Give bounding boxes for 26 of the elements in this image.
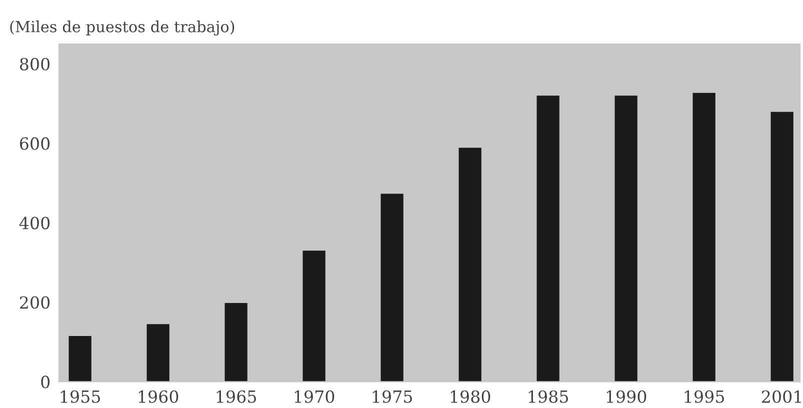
- bar: [68, 336, 92, 382]
- x-tick-label: 1995: [684, 390, 724, 403]
- bar: [770, 112, 794, 382]
- y-tick-label: 600: [20, 137, 50, 150]
- x-tick-label: 1990: [606, 390, 646, 403]
- x-tick-label: 1960: [138, 390, 178, 403]
- x-tick-label: 2001: [762, 390, 801, 403]
- y-tick-label: 200: [20, 296, 50, 309]
- x-tick-label: 1955: [60, 390, 100, 403]
- bar: [458, 148, 482, 382]
- y-axis-title: (Miles de puestos de trabajo): [10, 20, 234, 36]
- x-tick-label: 1965: [216, 390, 256, 403]
- bar: [146, 324, 170, 382]
- x-tick-label: 1980: [450, 390, 490, 403]
- bar: [302, 250, 326, 382]
- bar: [224, 303, 248, 382]
- y-tick-label: 0: [41, 376, 50, 388]
- x-tick-label: 1985: [528, 390, 568, 403]
- y-tick-label: 400: [19, 216, 50, 230]
- bar: [536, 96, 560, 382]
- y-tick-label: 800: [20, 58, 50, 70]
- bar: [692, 92, 716, 382]
- bar: [614, 96, 638, 382]
- x-tick-label: 1970: [294, 390, 334, 403]
- bar: [380, 194, 404, 382]
- x-tick-label: 1975: [372, 390, 412, 403]
